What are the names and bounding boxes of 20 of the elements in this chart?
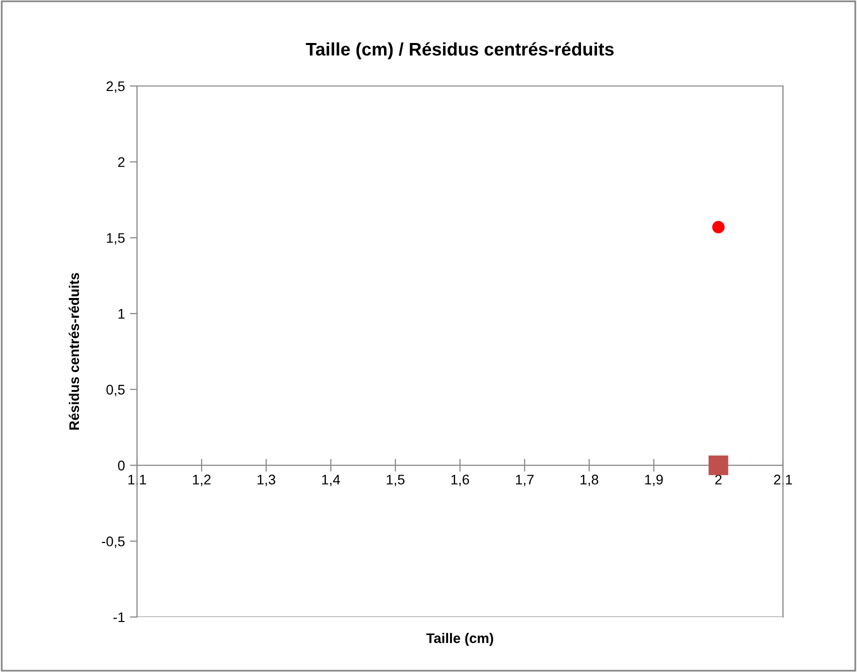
x-tick-label: 1,6 <box>451 474 470 486</box>
y-tick-label: 0,5 <box>106 384 125 396</box>
y-tick-label: 1,5 <box>106 233 125 245</box>
x-tick-label: 1,8 <box>580 474 598 486</box>
x-tick-label: 1,5 <box>386 474 404 486</box>
y-tick-label: 2 <box>118 157 124 167</box>
x-tick-label: 1,9 <box>645 474 663 486</box>
y-tick-label: -0,5 <box>102 536 125 548</box>
x-tick-label: 1,3 <box>258 474 276 486</box>
x-tick-label: 2 <box>715 474 722 484</box>
chart-title: Taille (cm) / Résidus centrés-réduits <box>306 42 614 60</box>
y-tick-label: -1 <box>113 612 125 622</box>
x-axis-title: Taille (cm) <box>426 632 494 646</box>
x-tick-label: 1,4 <box>322 474 340 486</box>
x-tick-label: 1,7 <box>516 474 534 486</box>
y-tick-label: 0 <box>118 460 125 470</box>
y-tick-label: 2,5 <box>106 81 125 93</box>
x-tick-label: 1,2 <box>193 474 211 486</box>
y-tick-label: 1 <box>118 309 125 319</box>
y-axis-title: Résidus centrés-réduits <box>68 272 80 430</box>
